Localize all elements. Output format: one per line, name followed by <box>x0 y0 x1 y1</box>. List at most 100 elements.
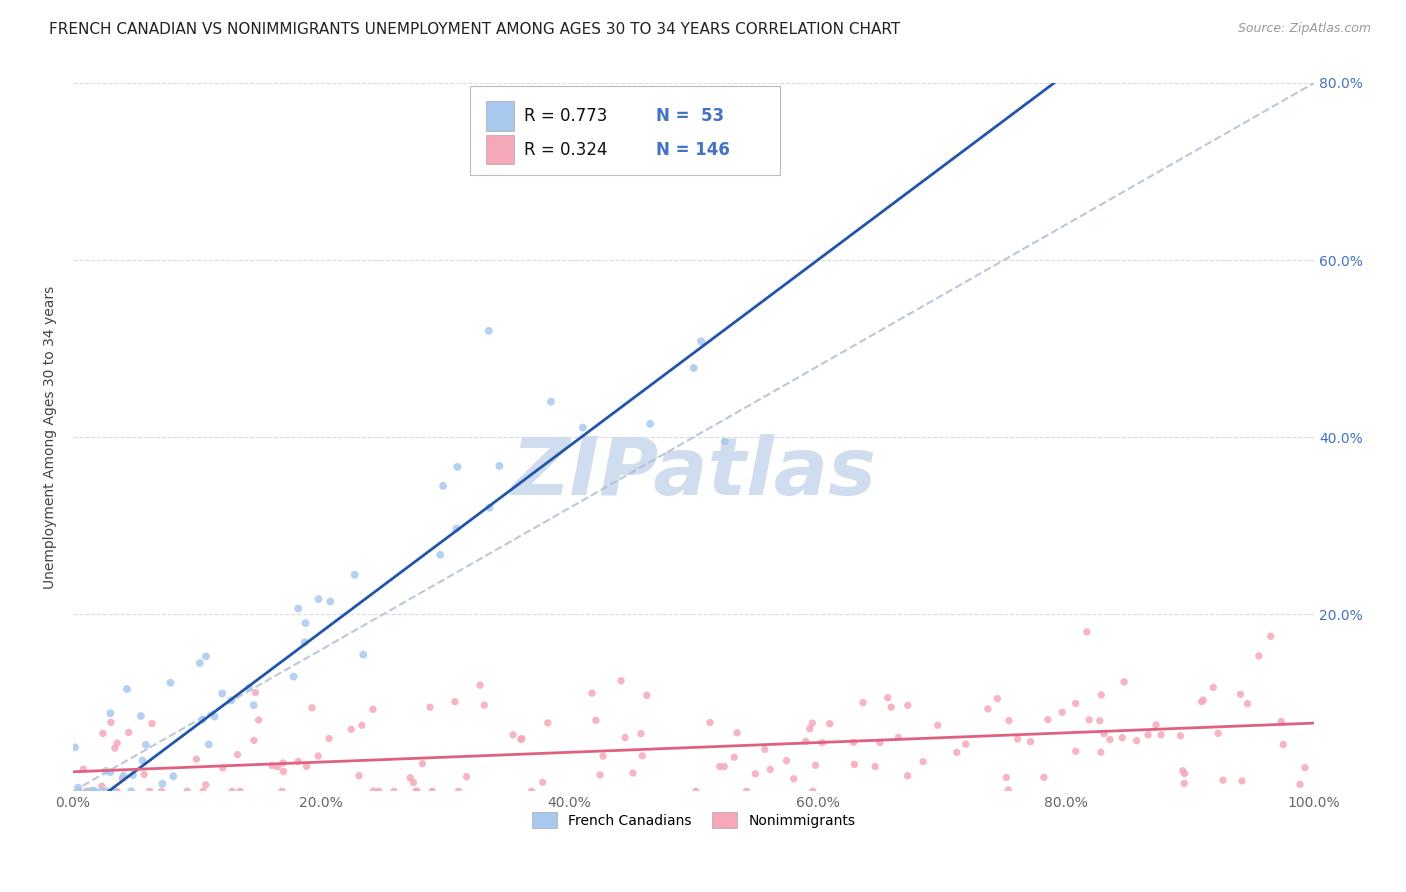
Point <box>266 760 288 774</box>
Point <box>1191 695 1213 709</box>
Point <box>350 718 373 732</box>
Text: R = 0.773: R = 0.773 <box>523 107 607 125</box>
Point <box>1260 629 1282 643</box>
Point <box>977 702 1000 716</box>
Point <box>876 690 898 705</box>
Point <box>1092 727 1115 741</box>
Point <box>361 702 384 716</box>
Point <box>927 718 949 732</box>
Point <box>120 784 142 798</box>
Point <box>176 784 198 798</box>
Point <box>468 678 491 692</box>
Point <box>723 750 745 764</box>
Point <box>1144 718 1167 732</box>
Point <box>842 735 865 749</box>
Point <box>399 771 422 785</box>
Point <box>1088 714 1111 728</box>
Point <box>880 700 903 714</box>
Point <box>488 458 510 473</box>
Point <box>347 769 370 783</box>
Point <box>1202 681 1225 695</box>
Point <box>510 731 533 746</box>
Point <box>799 722 821 736</box>
FancyBboxPatch shape <box>470 87 780 175</box>
Point <box>221 693 243 707</box>
Point <box>243 733 266 747</box>
Point <box>98 765 121 780</box>
Point <box>614 731 637 745</box>
Point <box>592 749 614 764</box>
Point <box>581 686 603 700</box>
Point <box>1236 697 1258 711</box>
Point <box>382 784 405 798</box>
Point <box>1212 773 1234 788</box>
Point <box>191 713 214 727</box>
Point <box>67 784 90 798</box>
Point <box>1150 728 1173 742</box>
Text: N =  53: N = 53 <box>657 107 724 125</box>
Point <box>204 709 226 723</box>
Point <box>122 768 145 782</box>
Point <box>340 723 363 737</box>
Point <box>283 669 305 683</box>
Point <box>271 756 294 770</box>
Point <box>343 567 366 582</box>
Point <box>537 715 560 730</box>
Point <box>1111 731 1133 745</box>
Point <box>699 715 721 730</box>
Point <box>273 764 295 779</box>
Point <box>1090 688 1112 702</box>
Point <box>631 748 654 763</box>
Point <box>759 763 782 777</box>
Point <box>945 746 967 760</box>
Point <box>191 784 214 798</box>
Text: Source: ZipAtlas.com: Source: ZipAtlas.com <box>1237 22 1371 36</box>
Point <box>162 769 184 783</box>
Point <box>896 769 918 783</box>
Point <box>295 759 318 773</box>
Point <box>287 601 309 615</box>
Point <box>863 759 886 773</box>
Point <box>725 726 748 740</box>
Point <box>690 334 713 349</box>
Point <box>735 784 758 798</box>
Point <box>105 784 128 798</box>
Point <box>1019 735 1042 749</box>
Point <box>1125 733 1147 747</box>
Point <box>307 748 329 763</box>
Point <box>118 725 141 739</box>
Point <box>986 691 1008 706</box>
Point <box>869 735 891 749</box>
Point <box>520 784 543 798</box>
Point <box>238 681 260 695</box>
Point <box>72 762 94 776</box>
Point <box>211 761 233 775</box>
Point <box>419 700 441 714</box>
Point <box>1050 706 1073 720</box>
Point <box>135 738 157 752</box>
Point <box>801 716 824 731</box>
Point <box>1171 764 1194 778</box>
Point <box>713 434 735 449</box>
Point <box>188 656 211 670</box>
Point <box>138 784 160 798</box>
Point <box>367 784 389 798</box>
Point <box>1078 713 1101 727</box>
Point <box>709 759 731 773</box>
Point <box>897 698 920 713</box>
Point <box>818 716 841 731</box>
Point <box>112 769 135 783</box>
Point <box>638 417 661 431</box>
Point <box>91 726 114 740</box>
Point <box>446 459 468 474</box>
Point <box>754 742 776 756</box>
Point <box>411 756 433 771</box>
Point <box>775 754 797 768</box>
Point <box>152 777 174 791</box>
Point <box>294 616 316 631</box>
Point <box>432 479 454 493</box>
Point <box>103 784 125 798</box>
Point <box>998 714 1021 728</box>
Point <box>319 594 342 608</box>
Point <box>105 736 128 750</box>
